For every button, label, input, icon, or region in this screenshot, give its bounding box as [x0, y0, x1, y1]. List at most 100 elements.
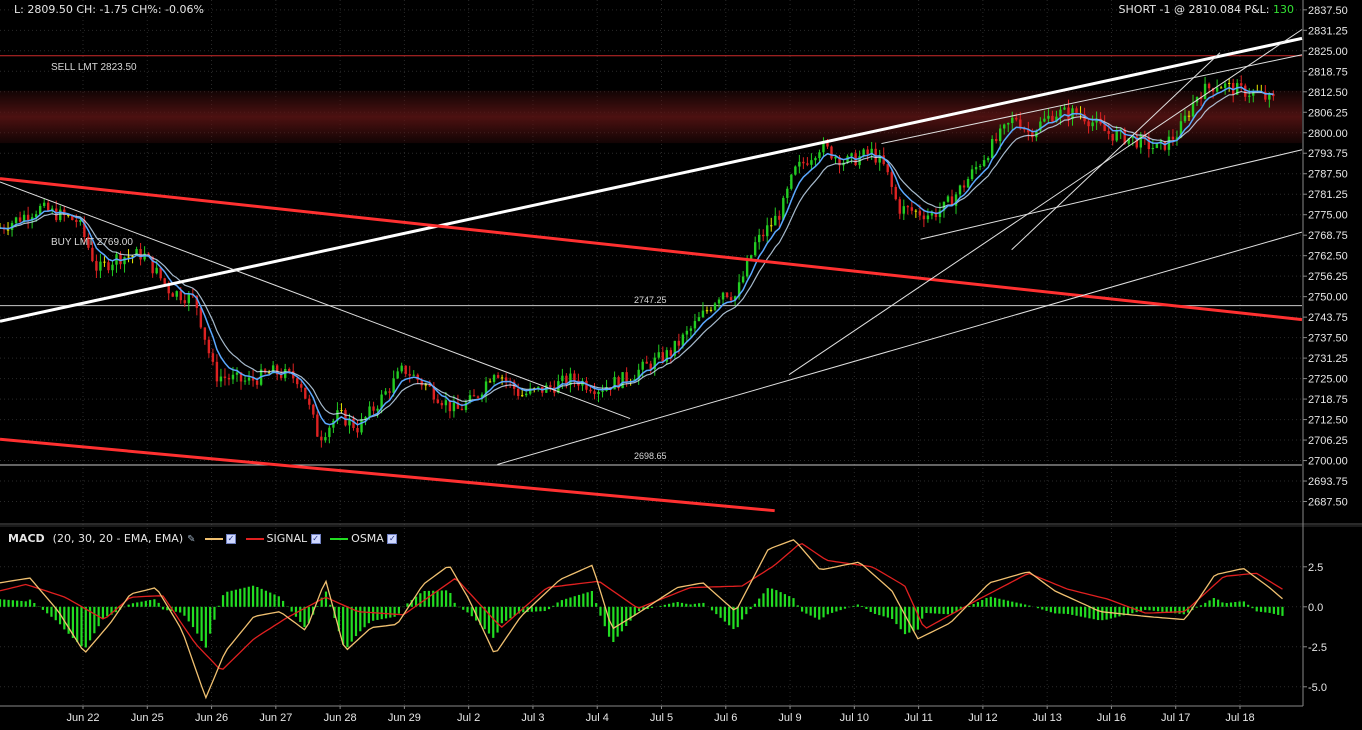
candle-body: [83, 220, 86, 238]
candle-body: [119, 254, 122, 265]
candle-body: [1171, 136, 1175, 140]
sell-limit-label[interactable]: SELL LMT 2823.50: [51, 62, 137, 73]
candle-body: [38, 205, 42, 215]
candle-body: [958, 185, 962, 195]
candle-body: [488, 381, 492, 383]
macd-toggle-checkbox[interactable]: ✓: [226, 534, 237, 544]
candle-body: [231, 374, 235, 380]
trend-line[interactable]: [0, 181, 631, 420]
candle-body: [653, 357, 656, 370]
candle-body: [978, 166, 982, 168]
candle-body: [810, 160, 813, 165]
macd-tick-label: 2.5: [1308, 562, 1323, 574]
candle-body: [324, 437, 327, 441]
candle-body: [721, 292, 725, 300]
candle-body: [786, 188, 789, 198]
candle-body: [1127, 138, 1130, 144]
trend-line[interactable]: [0, 437, 775, 513]
candle-body: [709, 309, 713, 311]
price-tick-label: 2725.00: [1308, 374, 1348, 386]
price-tick-label: 2712.50: [1308, 415, 1348, 427]
candle-body: [954, 194, 958, 206]
candle-body: [830, 146, 833, 159]
candle-body: [661, 352, 664, 362]
candle-body: [1175, 137, 1179, 140]
macd-tick-label: 0.0: [1308, 602, 1323, 614]
price-tick-label: 2818.75: [1308, 66, 1348, 78]
candle-body: [894, 186, 897, 200]
price-tick-label: 2737.50: [1308, 333, 1348, 345]
candle-body: [412, 374, 415, 376]
candle-body: [1207, 83, 1211, 89]
candle-body: [693, 321, 697, 329]
candle-body: [424, 384, 427, 386]
time-tick-label: Jun 26: [195, 712, 228, 724]
price-tick-label: 2768.75: [1308, 230, 1348, 242]
level-label-lower: 2698.65: [634, 451, 667, 461]
candle-body: [271, 365, 275, 374]
candle-body: [922, 215, 926, 220]
candle-body: [336, 410, 339, 421]
candle-body: [464, 402, 468, 410]
macd-title: MACD: [8, 532, 45, 545]
candle-body: [898, 199, 901, 214]
price-tick-label: 2700.00: [1308, 456, 1348, 468]
candle-body: [798, 161, 801, 167]
trend-lines[interactable]: [0, 29, 1303, 513]
time-tick-label: Jul 6: [714, 712, 737, 724]
candle-body: [737, 282, 741, 297]
candle-body: [1091, 122, 1094, 127]
candle-body: [251, 377, 255, 381]
candle-body: [1047, 115, 1050, 119]
macd-params[interactable]: (20, 30, 20 - EMA, EMA): [52, 532, 184, 545]
candle-body: [1003, 124, 1006, 129]
candle-body: [1179, 121, 1183, 138]
trend-line[interactable]: [920, 149, 1303, 240]
candle-body: [1111, 133, 1114, 141]
candle-body: [304, 387, 307, 399]
buy-limit-label[interactable]: BUY LMT 2769.00: [51, 237, 133, 248]
candle-body: [91, 247, 94, 262]
candle-body: [1039, 121, 1042, 131]
trend-line[interactable]: [497, 231, 1303, 465]
candle-body: [288, 368, 291, 372]
osma-toggle-checkbox[interactable]: ✓: [387, 534, 398, 544]
candle-body: [561, 375, 564, 382]
macd-panel: [0, 523, 1362, 700]
candle-body: [155, 267, 158, 274]
trend-line[interactable]: [881, 54, 1303, 145]
candle-body: [918, 210, 922, 216]
signal-label: SIGNAL: [266, 532, 308, 545]
trend-line[interactable]: [1011, 52, 1221, 251]
candle-body: [910, 207, 914, 211]
candle-body: [223, 376, 227, 378]
candle-body: [456, 402, 460, 409]
candle-body: [974, 167, 978, 170]
candle-body: [95, 261, 98, 271]
candle-body: [420, 379, 423, 386]
candle-body: [151, 256, 154, 274]
signal-toggle-checkbox[interactable]: ✓: [310, 534, 321, 544]
candle-body: [1272, 93, 1275, 97]
trend-line[interactable]: [788, 29, 1303, 376]
candle-body: [621, 372, 624, 389]
candle-body: [179, 291, 182, 301]
price-tick-label: 2693.75: [1308, 476, 1348, 488]
candle-body: [870, 148, 873, 155]
trend-line[interactable]: [0, 177, 1303, 322]
candle-body: [139, 249, 142, 260]
candle-body: [300, 384, 303, 388]
fast-moving-average-line: [0, 86, 1274, 426]
trend-line[interactable]: [0, 36, 1303, 323]
candle-body: [1007, 123, 1010, 125]
candle-body: [1240, 83, 1243, 86]
candle-body: [199, 307, 203, 328]
candle-body: [428, 384, 432, 387]
settings-icon[interactable]: ✎: [187, 534, 196, 545]
candle-body: [902, 206, 906, 214]
candle-body: [1087, 121, 1090, 127]
candle-body: [890, 172, 893, 187]
candle-body: [87, 237, 90, 248]
candle-body: [745, 259, 749, 277]
